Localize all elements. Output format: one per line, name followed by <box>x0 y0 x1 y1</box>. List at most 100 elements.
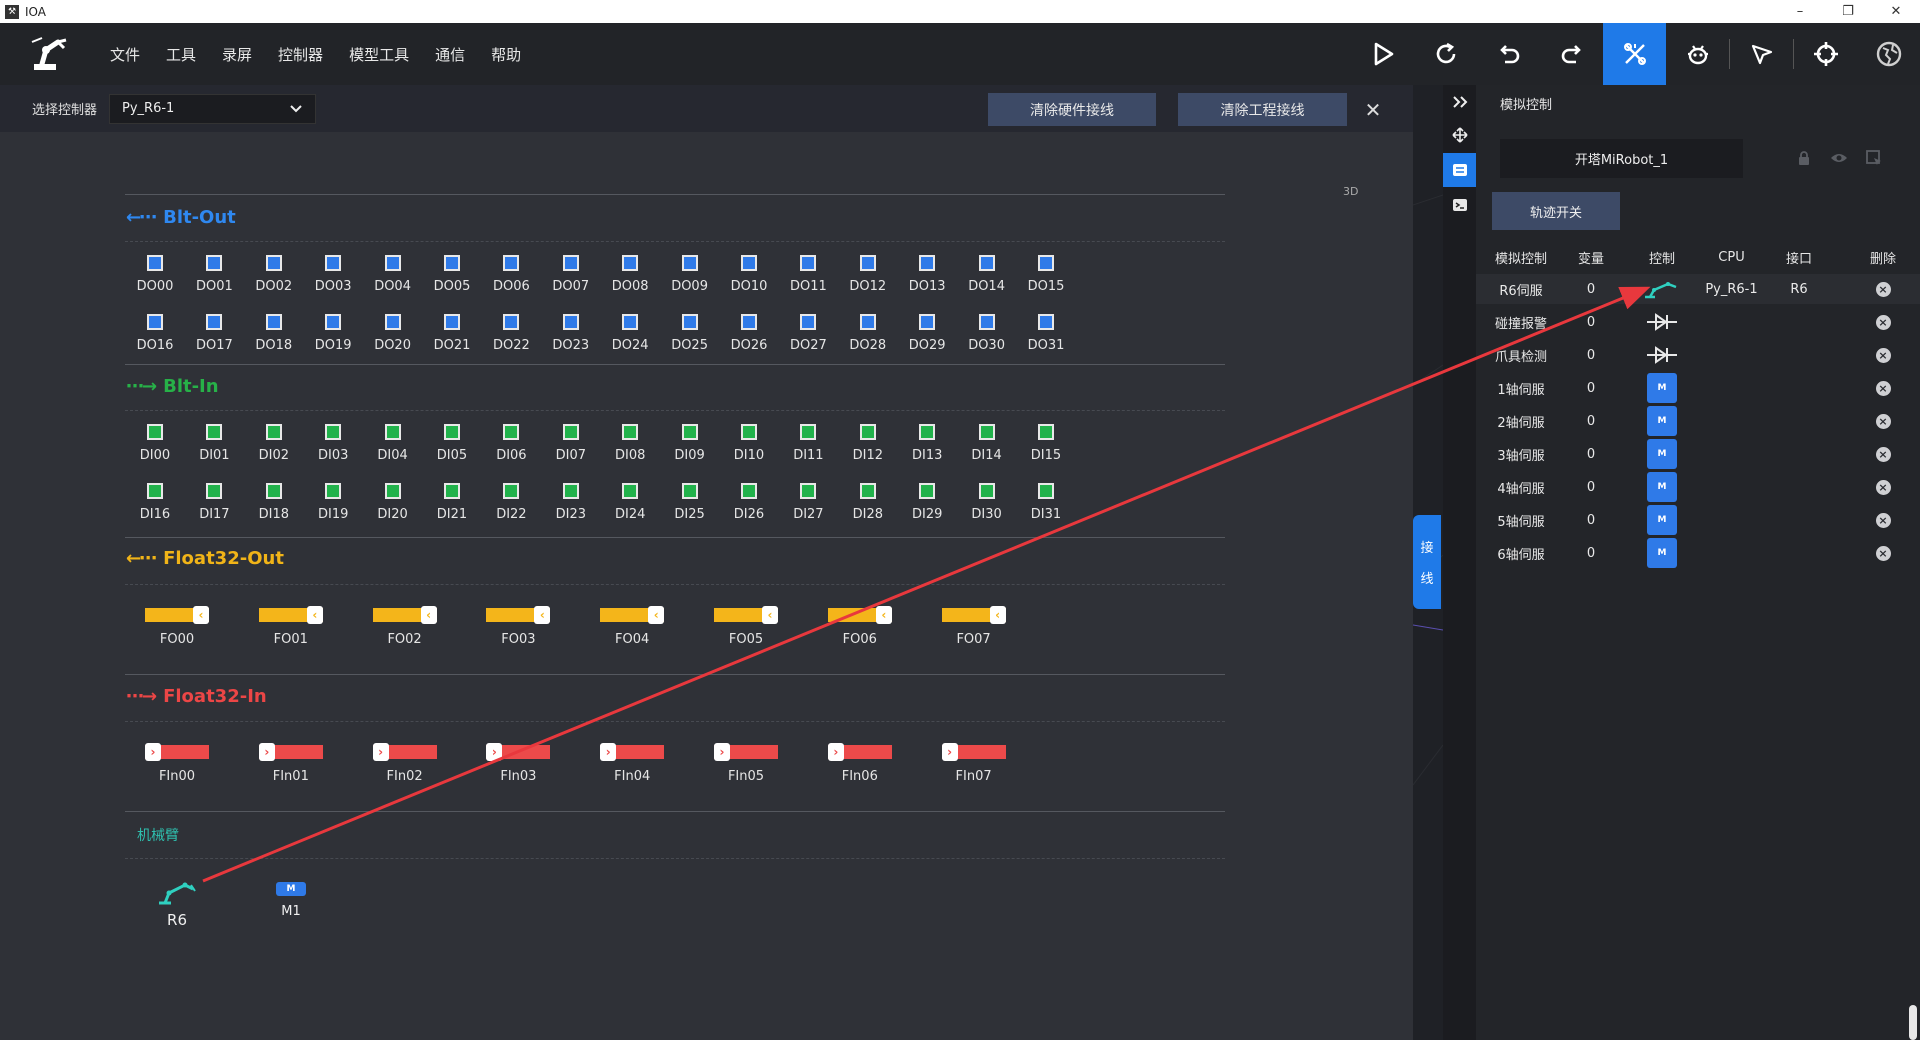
io-port[interactable]: DI24 <box>600 483 660 522</box>
io-port[interactable]: DO13 <box>897 255 957 294</box>
table-row[interactable]: 爪具检测 0 × <box>1476 340 1920 370</box>
float-port[interactable]: › FIn04 <box>592 743 672 784</box>
io-port[interactable]: DO03 <box>303 255 363 294</box>
io-port[interactable]: DO11 <box>778 255 838 294</box>
float-port[interactable]: › FIn07 <box>934 743 1014 784</box>
float-port[interactable]: ‹ FO06 <box>820 606 900 647</box>
io-port[interactable]: DO17 <box>184 314 244 353</box>
io-port[interactable]: DI30 <box>957 483 1017 522</box>
collapse-button[interactable] <box>1443 85 1476 119</box>
io-port[interactable]: DO22 <box>481 314 541 353</box>
io-port[interactable]: DO05 <box>422 255 482 294</box>
io-port[interactable]: DI03 <box>303 424 363 463</box>
minimize-button[interactable]: – <box>1796 4 1804 19</box>
io-port[interactable]: DI16 <box>125 483 185 522</box>
table-row[interactable]: 碰撞报警 0 × <box>1476 307 1920 337</box>
table-row[interactable]: 1轴伺服 0 M × <box>1476 373 1920 403</box>
io-port[interactable]: DO06 <box>481 255 541 294</box>
io-port[interactable]: DO21 <box>422 314 482 353</box>
float-port[interactable]: ‹ FO05 <box>706 606 786 647</box>
row-control[interactable]: M <box>1630 406 1694 436</box>
float-port[interactable]: › FIn03 <box>478 743 558 784</box>
delete-icon[interactable]: × <box>1875 281 1891 297</box>
io-port[interactable]: DI13 <box>897 424 957 463</box>
menu-tools[interactable]: 工具 <box>166 45 197 64</box>
row-control[interactable]: M <box>1630 472 1694 502</box>
clear-hardware-wiring-button[interactable]: 清除硬件接线 <box>988 93 1156 126</box>
float-port[interactable]: ‹ FO00 <box>137 606 217 647</box>
io-port[interactable]: DI00 <box>125 424 185 463</box>
io-port[interactable]: DO14 <box>957 255 1017 294</box>
io-port[interactable]: DO04 <box>363 255 423 294</box>
io-port[interactable]: DI19 <box>303 483 363 522</box>
io-port[interactable]: DO18 <box>244 314 304 353</box>
wiring-side-tab[interactable]: 接 线 <box>1413 515 1441 609</box>
float-port[interactable]: ‹ FO04 <box>592 606 672 647</box>
io-port[interactable]: DI06 <box>481 424 541 463</box>
menu-communication[interactable]: 通信 <box>435 45 466 64</box>
row-control[interactable] <box>1630 340 1694 370</box>
wiring-button[interactable] <box>1603 23 1666 85</box>
io-port[interactable]: DI07 <box>541 424 601 463</box>
io-port[interactable]: DI20 <box>363 483 423 522</box>
menu-model-tools[interactable]: 模型工具 <box>349 45 410 64</box>
io-port[interactable]: DI18 <box>244 483 304 522</box>
io-port[interactable]: DI11 <box>778 424 838 463</box>
io-port[interactable]: DO01 <box>184 255 244 294</box>
io-port[interactable]: DI01 <box>184 424 244 463</box>
io-port[interactable]: DO26 <box>719 314 779 353</box>
float-port[interactable]: › FIn05 <box>706 743 786 784</box>
io-port[interactable]: DO23 <box>541 314 601 353</box>
float-port[interactable]: › FIn02 <box>365 743 445 784</box>
io-port[interactable]: DI25 <box>660 483 720 522</box>
io-port[interactable]: DI08 <box>600 424 660 463</box>
io-port[interactable]: DO12 <box>838 255 898 294</box>
io-port[interactable]: DI23 <box>541 483 601 522</box>
target-button[interactable] <box>1794 23 1857 85</box>
io-port[interactable]: DI29 <box>897 483 957 522</box>
restore-button[interactable]: ❐ <box>1842 4 1854 19</box>
io-port[interactable]: DI21 <box>422 483 482 522</box>
table-row[interactable]: 5轴伺服 0 M × <box>1476 505 1920 535</box>
io-port[interactable]: DI10 <box>719 424 779 463</box>
float-port[interactable]: ‹ FO07 <box>934 606 1014 647</box>
io-port[interactable]: DO24 <box>600 314 660 353</box>
undo-button[interactable] <box>1477 23 1540 85</box>
delete-icon[interactable]: × <box>1875 347 1891 363</box>
move-tool-button[interactable] <box>1443 118 1476 152</box>
io-port[interactable]: DO07 <box>541 255 601 294</box>
controller-select[interactable]: Py_R6-1 <box>109 93 317 124</box>
io-port[interactable]: DI28 <box>838 483 898 522</box>
table-row[interactable]: R6伺服 0 Py_R6-1 R6 × <box>1476 274 1920 304</box>
io-port[interactable]: DO00 <box>125 255 185 294</box>
io-port[interactable]: DO15 <box>1016 255 1076 294</box>
row-control[interactable]: M <box>1630 373 1694 403</box>
menu-record[interactable]: 录屏 <box>222 45 253 64</box>
arm-device-m1[interactable]: M M1 <box>261 882 321 919</box>
io-port[interactable]: DI04 <box>363 424 423 463</box>
io-port[interactable]: DO08 <box>600 255 660 294</box>
row-control[interactable]: M <box>1630 505 1694 535</box>
io-port[interactable]: DI27 <box>778 483 838 522</box>
float-port[interactable]: › FIn06 <box>820 743 900 784</box>
io-port[interactable]: DO28 <box>838 314 898 353</box>
menu-file[interactable]: 文件 <box>110 45 141 64</box>
io-port[interactable]: DO27 <box>778 314 838 353</box>
scrollbar-thumb[interactable] <box>1909 1005 1917 1040</box>
float-port[interactable]: › FIn00 <box>137 743 217 784</box>
io-port[interactable]: DO30 <box>957 314 1017 353</box>
io-port[interactable]: DI05 <box>422 424 482 463</box>
io-port[interactable]: DO20 <box>363 314 423 353</box>
io-port[interactable]: DI17 <box>184 483 244 522</box>
row-control[interactable] <box>1630 274 1694 304</box>
arm-device-r6[interactable]: R6 <box>147 877 207 929</box>
float-port[interactable]: › FIn01 <box>251 743 331 784</box>
io-port[interactable]: DO19 <box>303 314 363 353</box>
io-port[interactable]: DI31 <box>1016 483 1076 522</box>
float-port[interactable]: ‹ FO03 <box>478 606 558 647</box>
io-port[interactable]: DO02 <box>244 255 304 294</box>
row-control[interactable]: M <box>1630 538 1694 568</box>
float-port[interactable]: ‹ FO01 <box>251 606 331 647</box>
play-button[interactable] <box>1351 23 1414 85</box>
delete-icon[interactable]: × <box>1875 413 1891 429</box>
